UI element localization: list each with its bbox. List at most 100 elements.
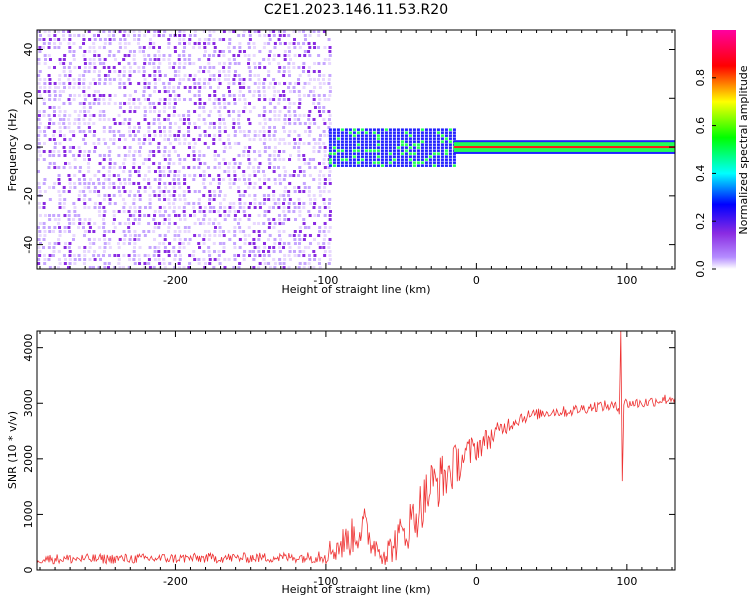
heatmap-cell [157,246,161,249]
heatmap-cell [257,246,261,249]
heatmap-cell [416,131,420,134]
heatmap-cell [168,194,172,197]
heatmap-cell [112,134,116,137]
heatmap-cell [293,206,297,209]
heatmap-cell [148,58,152,61]
heatmap-cell [132,214,136,217]
heatmap-cell [448,143,452,146]
heatmap-cell [42,98,46,101]
heatmap-cell [372,149,376,152]
heatmap-cell [143,34,147,37]
heatmap-cell [168,66,172,69]
heatmap-cell [388,134,392,137]
heatmap-cell [237,154,241,157]
heatmap-cell [297,106,301,109]
heatmap-cell [308,122,312,125]
heatmap-cell [298,138,302,141]
heatmap-cell [302,190,306,193]
heatmap-cell [322,78,326,81]
heatmap-cell [37,226,41,229]
heatmap-cell [57,154,61,157]
heatmap-cell [233,62,237,65]
heatmap-cell [208,34,212,37]
heatmap-cell [58,90,62,93]
heatmap-cell [318,194,322,197]
heatmap-cell [368,131,372,134]
heatmap-cell [77,254,81,257]
heatmap-cell [57,182,61,185]
heatmap-cell [53,42,57,45]
heatmap-cell [328,74,332,77]
heatmap-cell [217,78,221,81]
heatmap-cell [258,178,262,181]
heatmap-cell [197,218,201,221]
heatmap-cell [83,258,87,261]
heatmap-cell [340,161,344,164]
heatmap-cell [42,182,46,185]
heatmap-cell [118,78,122,81]
heatmap-cell [63,214,67,217]
heatmap-cell [213,50,217,53]
heatmap-cell [242,170,246,173]
heatmap-cell [192,46,196,49]
heatmap-cell [223,126,227,129]
heatmap-cell [142,66,146,69]
heatmap-cell [112,218,116,221]
heatmap-cell [258,66,262,69]
heatmap-cell [43,58,47,61]
heatmap-cell [336,128,340,131]
heatmap-cell [384,155,388,158]
heatmap-cell [267,34,271,37]
heatmap-cell [132,50,136,53]
heatmap-cell [263,262,267,265]
heatmap-cell [400,155,404,158]
heatmap-cell [87,122,91,125]
heatmap-cell [213,166,217,169]
heatmap-cell [440,134,444,137]
heatmap-cell [178,238,182,241]
heatmap-cell [78,74,82,77]
heatmap-cell [208,234,212,237]
heatmap-cell [148,206,152,209]
heatmap-cell [212,190,216,193]
heatmap-cell [202,82,206,85]
heatmap-cell [318,206,322,209]
heatmap-cell [63,226,67,229]
heatmap-cell [72,134,76,137]
heatmap-cell [448,131,452,134]
heatmap-cell [223,170,227,173]
heatmap-cell [72,54,76,57]
heatmap-cell [243,134,247,137]
heatmap-cell [298,210,302,213]
x-tick-label: 100 [616,575,637,588]
colorbar-label: Normalized spectral amplitude [737,65,750,234]
heatmap-cell [223,146,227,149]
heatmap-cell [113,58,117,61]
heatmap-cell [167,198,171,201]
heatmap-cell [263,174,267,177]
heatmap-cell [148,266,152,269]
heatmap-cell [83,122,87,125]
heatmap-cell [193,94,197,97]
heatmap-cell [173,254,177,257]
heatmap-cell [307,254,311,257]
heatmap-cell [283,106,287,109]
heatmap-cell [182,78,186,81]
heatmap-cell [48,198,52,201]
heatmap-cell [263,122,267,125]
heatmap-cell [77,94,81,97]
heatmap-cell [153,130,157,133]
heatmap-cell [257,222,261,225]
heatmap-cell [217,222,221,225]
heatmap-cell [57,250,61,253]
heatmap-cell [98,46,102,49]
heatmap-cell [360,149,364,152]
heatmap-cell [118,194,122,197]
heatmap-cell [283,186,287,189]
heatmap-cell [163,210,167,213]
heatmap-cell [253,194,257,197]
heatmap-cell [428,128,432,131]
x-tick-label: 100 [616,274,637,287]
heatmap-cell [352,137,356,140]
heatmap-cell [82,90,86,93]
